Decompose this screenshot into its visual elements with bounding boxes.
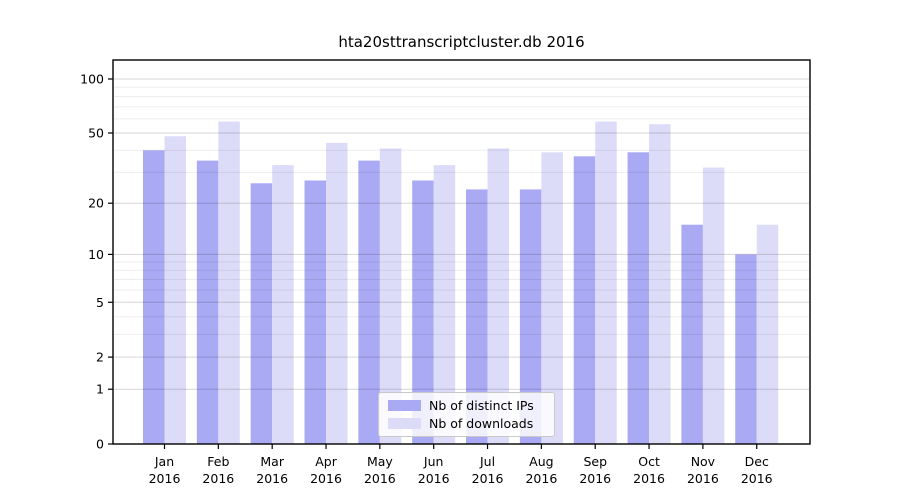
chart-title: hta20sttranscriptcluster.db 2016 xyxy=(338,33,585,51)
y-tick-label: 50 xyxy=(88,126,104,141)
bar-distinct-ips-10 xyxy=(681,224,703,444)
y-tick-label: 20 xyxy=(88,196,104,211)
y-tick-label: 100 xyxy=(80,72,104,87)
bar-distinct-ips-2 xyxy=(250,183,273,445)
x-tick-label: Nov 2016 xyxy=(687,454,719,486)
y-tick-label: 2 xyxy=(96,350,104,365)
bar-distinct-ips-4 xyxy=(358,160,380,444)
x-tick-label: Jul 2016 xyxy=(472,454,504,486)
legend-label-downloads: Nb of downloads xyxy=(429,416,534,431)
x-tick-label: May 2016 xyxy=(364,454,396,486)
bar-downloads-1 xyxy=(218,121,240,444)
y-tick-label: 5 xyxy=(96,295,104,310)
bar-distinct-ips-3 xyxy=(304,180,327,444)
bar-downloads-2 xyxy=(272,165,294,444)
bar-downloads-0 xyxy=(164,136,186,444)
x-tick-label: Jan 2016 xyxy=(149,454,181,486)
x-tick-label: Mar 2016 xyxy=(256,454,288,486)
bar-downloads-11 xyxy=(756,224,779,444)
legend-swatch-distinct-ips xyxy=(388,400,421,411)
bar-distinct-ips-0 xyxy=(143,150,165,445)
bar-distinct-ips-5 xyxy=(412,180,434,444)
legend-swatch-downloads xyxy=(388,418,421,429)
x-tick-label: Oct 2016 xyxy=(633,454,665,486)
bar-distinct-ips-6 xyxy=(466,189,488,444)
legend-label-distinct-ips: Nb of distinct IPs xyxy=(429,398,534,413)
bar-downloads-5 xyxy=(433,165,456,444)
bar-downloads-8 xyxy=(595,121,617,444)
x-tick-label: Dec 2016 xyxy=(741,454,773,486)
bar-downloads-7 xyxy=(541,152,563,445)
x-tick-label: Sep 2016 xyxy=(579,454,611,486)
y-tick-label: 1 xyxy=(96,382,104,397)
bar-downloads-3 xyxy=(326,142,348,444)
x-tick-label: Feb 2016 xyxy=(202,454,234,486)
bar-distinct-ips-8 xyxy=(573,156,596,445)
legend-item-downloads: Nb of downloads xyxy=(388,416,545,431)
bar-downloads-9 xyxy=(649,124,671,444)
legend-item-distinct-ips: Nb of distinct IPs xyxy=(388,398,545,413)
bar-downloads-4 xyxy=(379,148,402,444)
bar-distinct-ips-11 xyxy=(735,254,757,444)
bar-distinct-ips-9 xyxy=(627,152,650,445)
bar-downloads-6 xyxy=(487,148,510,444)
y-tick-label: 10 xyxy=(88,247,104,262)
x-tick-label: Aug 2016 xyxy=(525,454,557,486)
bar-distinct-ips-7 xyxy=(519,189,542,444)
x-tick-label: Apr 2016 xyxy=(310,454,342,486)
bar-downloads-10 xyxy=(702,167,725,444)
plot-border xyxy=(112,59,811,445)
y-tick-label: 0 xyxy=(96,437,104,452)
bar-distinct-ips-1 xyxy=(196,160,219,444)
x-tick-label: Jun 2016 xyxy=(418,454,450,486)
legend: Nb of distinct IPs Nb of downloads xyxy=(378,392,555,437)
